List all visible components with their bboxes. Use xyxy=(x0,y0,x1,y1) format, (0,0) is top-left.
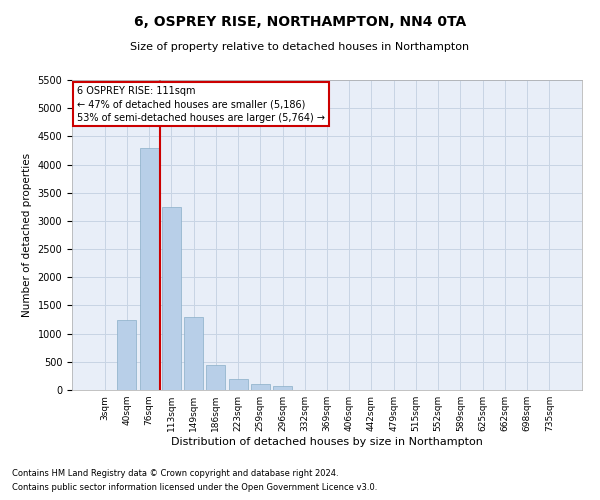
Y-axis label: Number of detached properties: Number of detached properties xyxy=(22,153,32,317)
Bar xyxy=(118,320,136,390)
Bar xyxy=(140,148,158,390)
Text: Size of property relative to detached houses in Northampton: Size of property relative to detached ho… xyxy=(130,42,470,52)
Bar xyxy=(184,316,203,390)
Bar xyxy=(206,364,225,390)
Bar xyxy=(273,386,292,390)
X-axis label: Distribution of detached houses by size in Northampton: Distribution of detached houses by size … xyxy=(171,437,483,447)
Bar xyxy=(229,378,248,390)
Text: Contains HM Land Registry data © Crown copyright and database right 2024.: Contains HM Land Registry data © Crown c… xyxy=(12,468,338,477)
Bar xyxy=(251,384,270,390)
Text: 6, OSPREY RISE, NORTHAMPTON, NN4 0TA: 6, OSPREY RISE, NORTHAMPTON, NN4 0TA xyxy=(134,15,466,29)
Bar xyxy=(162,207,181,390)
Text: 6 OSPREY RISE: 111sqm
← 47% of detached houses are smaller (5,186)
53% of semi-d: 6 OSPREY RISE: 111sqm ← 47% of detached … xyxy=(77,86,325,122)
Text: Contains public sector information licensed under the Open Government Licence v3: Contains public sector information licen… xyxy=(12,484,377,492)
